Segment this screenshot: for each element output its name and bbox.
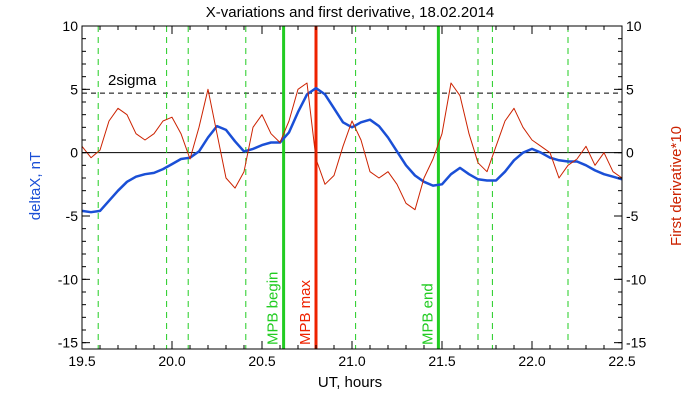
x-tick-label-5: 22.0 [518, 353, 545, 369]
vertical-line-labels: MPB begin MPB max MPB end [265, 272, 437, 345]
left-y-tick-label-4: -10 [58, 271, 78, 287]
x-tick-label-1: 20.0 [158, 353, 185, 369]
right-y-axis-title: First derivative*10 [668, 126, 685, 246]
plot-frame [81, 25, 623, 350]
x-tick-label-2: 20.5 [248, 353, 275, 369]
right-y-tick-label-3: -5 [626, 208, 639, 224]
right-y-tick-label-5: -15 [626, 335, 646, 351]
left-y-tick-label-3: -5 [66, 208, 79, 224]
right-y-tick-label-1: 5 [626, 81, 634, 97]
left-y-tick-label-5: -15 [58, 335, 78, 351]
x-axis-title: UT, hours [318, 374, 382, 391]
two-sigma-label: 2sigma [108, 72, 157, 89]
left-y-tick-label-2: 0 [70, 145, 78, 161]
derivative-series-line [81, 82, 623, 211]
left-y-tick-label-1: 5 [70, 81, 78, 97]
deltax-series-line [81, 86, 623, 214]
plot-layer [81, 26, 623, 349]
mpb_max-label: MPB max [297, 279, 314, 345]
left-y-tick-label-0: 10 [62, 18, 78, 34]
x-tick-label-6: 22.5 [608, 353, 635, 369]
x-tick-label-4: 21.5 [428, 353, 455, 369]
right-y-tick-label-0: 10 [626, 18, 642, 34]
tick-layer: 19.5 20.0 20.5 21.0 21.5 22.0 22.5 10 10 5 5 0 0 -5 -5… [58, 18, 647, 369]
right-y-tick-label-4: -10 [626, 271, 646, 287]
mpb_begin-label: MPB begin [265, 272, 282, 345]
x-tick-label-0: 19.5 [68, 353, 95, 369]
mpb_end-label: MPB end [419, 283, 436, 345]
x-tick-label-3: 21.0 [338, 353, 365, 369]
left-y-axis-title: deltaX, nT [27, 152, 44, 220]
chart-title: X-variations and first derivative, 18.02… [206, 4, 495, 21]
right-y-tick-label-2: 0 [626, 145, 634, 161]
